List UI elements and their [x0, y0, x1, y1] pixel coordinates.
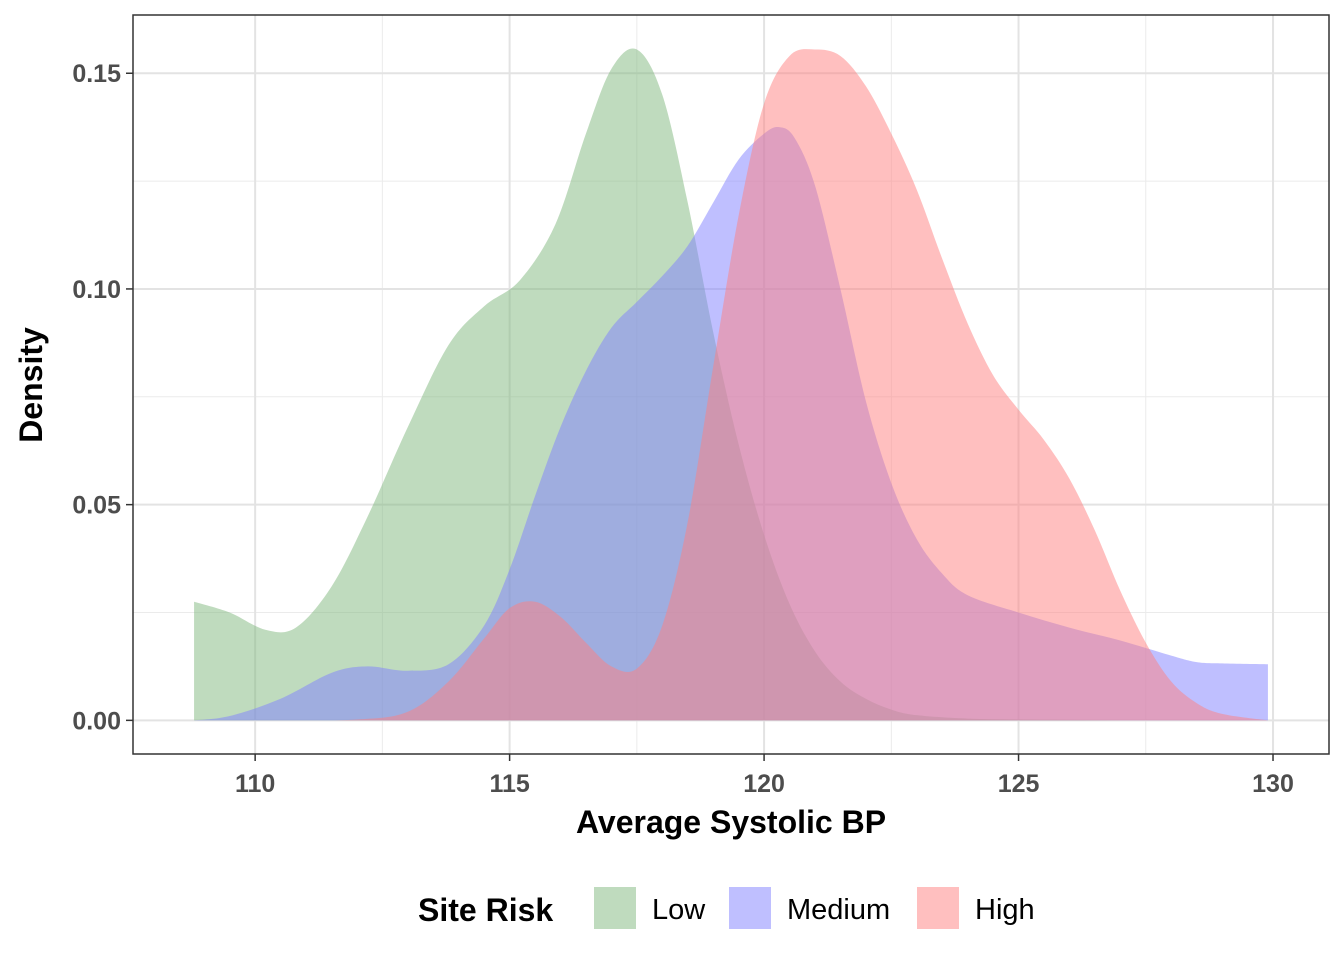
density-area-high — [194, 49, 1268, 721]
legend: Site Risk Low Medium High — [418, 887, 1035, 929]
x-tick-label: 130 — [1252, 770, 1294, 798]
y-tick-label: 0.10 — [72, 276, 121, 304]
x-tick-label: 110 — [235, 770, 275, 798]
y-tick-label: 0.05 — [72, 492, 121, 520]
legend-key-medium — [729, 887, 771, 929]
legend-label-low: Low — [652, 894, 706, 926]
density-areas — [194, 48, 1268, 721]
plot-border — [132, 14, 1330, 755]
y-axis-title: Density — [13, 327, 49, 443]
x-axis-title: Average Systolic BP — [576, 804, 886, 840]
x-tick-label: 115 — [489, 770, 529, 798]
legend-key-high — [917, 887, 959, 929]
y-tick-label: 0.15 — [72, 60, 121, 88]
legend-key-low — [594, 887, 636, 929]
legend-title: Site Risk — [418, 892, 553, 928]
x-axis: 110 115 120 125 130 — [235, 754, 1294, 798]
legend-label-high: High — [975, 894, 1035, 926]
y-tick-label: 0.00 — [72, 707, 121, 735]
y-axis: 0.00 0.05 0.10 0.15 — [72, 60, 133, 735]
x-tick-label: 120 — [743, 770, 785, 798]
legend-label-medium: Medium — [787, 894, 890, 926]
x-tick-label: 125 — [998, 770, 1040, 798]
density-area-low — [194, 48, 1268, 721]
